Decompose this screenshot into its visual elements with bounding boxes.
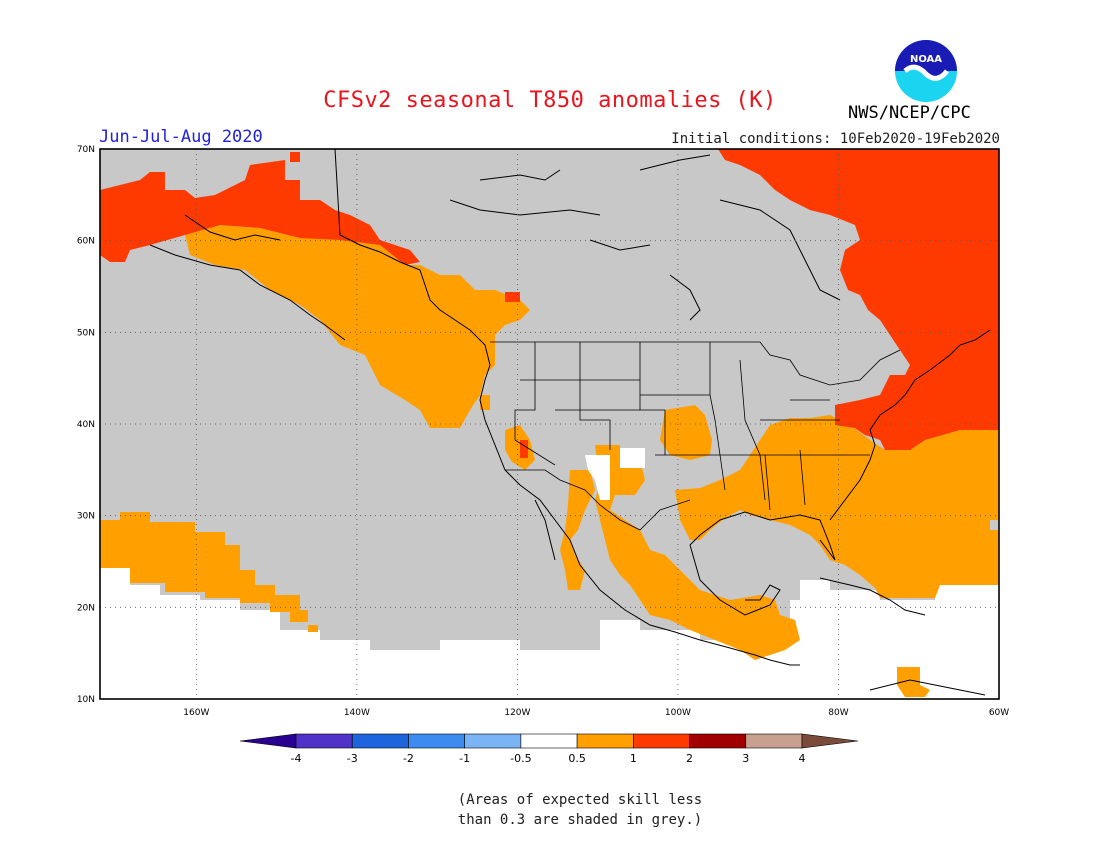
neutral-region — [585, 455, 610, 500]
forecast-period: Jun-Jul-Aug 2020 — [99, 127, 263, 147]
footnote-line-1: (Areas of expected skill less — [457, 792, 703, 808]
colorbar-tick-label: 2 — [686, 752, 693, 765]
colorbar-low-arrow — [239, 733, 297, 749]
lat-label: 40N — [77, 420, 95, 430]
colorbar-segment — [464, 733, 522, 749]
lon-label: 160W — [183, 708, 209, 718]
lat-label: 10N — [77, 695, 95, 705]
colorbar-tick-label: 1 — [630, 752, 637, 765]
lon-label: 140W — [344, 708, 370, 718]
lat-label: 20N — [77, 603, 95, 613]
colorbar-tick-label: -0.5 — [510, 752, 531, 765]
colorbar-segment — [576, 733, 634, 749]
colorbar-high-arrow — [801, 733, 859, 749]
organization-label: NWS/NCEP/CPC — [848, 103, 971, 123]
colorbar-segment — [351, 733, 409, 749]
lat-label: 70N — [77, 145, 95, 155]
footnote-line-2: than 0.3 are shaded in grey.) — [457, 812, 703, 828]
initial-conditions: Initial conditions: 10Feb2020-19Feb2020 — [671, 131, 1000, 147]
skill-footnote: (Areas of expected skill less than 0.3 a… — [430, 790, 730, 830]
lon-label: 80W — [828, 708, 848, 718]
colorbar-segment — [745, 733, 803, 749]
colorbar-tick-label: -1 — [459, 752, 470, 765]
map-frame — [99, 148, 1000, 700]
colorbar-tick-label: -4 — [291, 752, 302, 765]
colorbar-segment — [408, 733, 465, 749]
colorbar-segment — [520, 733, 578, 749]
colorbar-tick-label: -3 — [347, 752, 358, 765]
lon-label: 60W — [989, 708, 1009, 718]
longitude-labels: 160W 140W 120W 100W 80W 60W — [183, 708, 1009, 718]
latitude-labels: 70N 60N 50N 40N 30N 20N 10N — [77, 145, 95, 705]
lat-label: 60N — [77, 237, 95, 247]
colorbar-tick-label: 3 — [742, 752, 749, 765]
colorbar: -4 -3 -2 -1 -0.5 0.5 1 2 3 4 — [239, 733, 859, 765]
colorbar-tick-label: 4 — [799, 752, 806, 765]
land-outlines — [149, 149, 991, 696]
map-title: CFSv2 seasonal T850 anomalies (K) — [323, 88, 777, 113]
noaa-logo: NOAA — [895, 40, 957, 102]
neutral-region — [620, 448, 645, 468]
grid-lines — [100, 149, 999, 699]
noaa-logo-text: NOAA — [910, 54, 942, 65]
colorbar-segment — [633, 733, 690, 749]
colorbar-tick-label: 0.5 — [568, 752, 586, 765]
colorbar-tick-label: -2 — [403, 752, 414, 765]
lon-label: 100W — [665, 708, 691, 718]
lon-label: 120W — [504, 708, 530, 718]
political-borders — [490, 341, 901, 531]
anomaly-1-2-regions — [100, 149, 999, 458]
lat-label: 50N — [77, 328, 95, 338]
colorbar-segment — [295, 733, 353, 749]
lat-label: 30N — [77, 512, 95, 522]
anomaly-0.5-1-regions — [100, 225, 999, 697]
colorbar-segment — [689, 733, 747, 749]
